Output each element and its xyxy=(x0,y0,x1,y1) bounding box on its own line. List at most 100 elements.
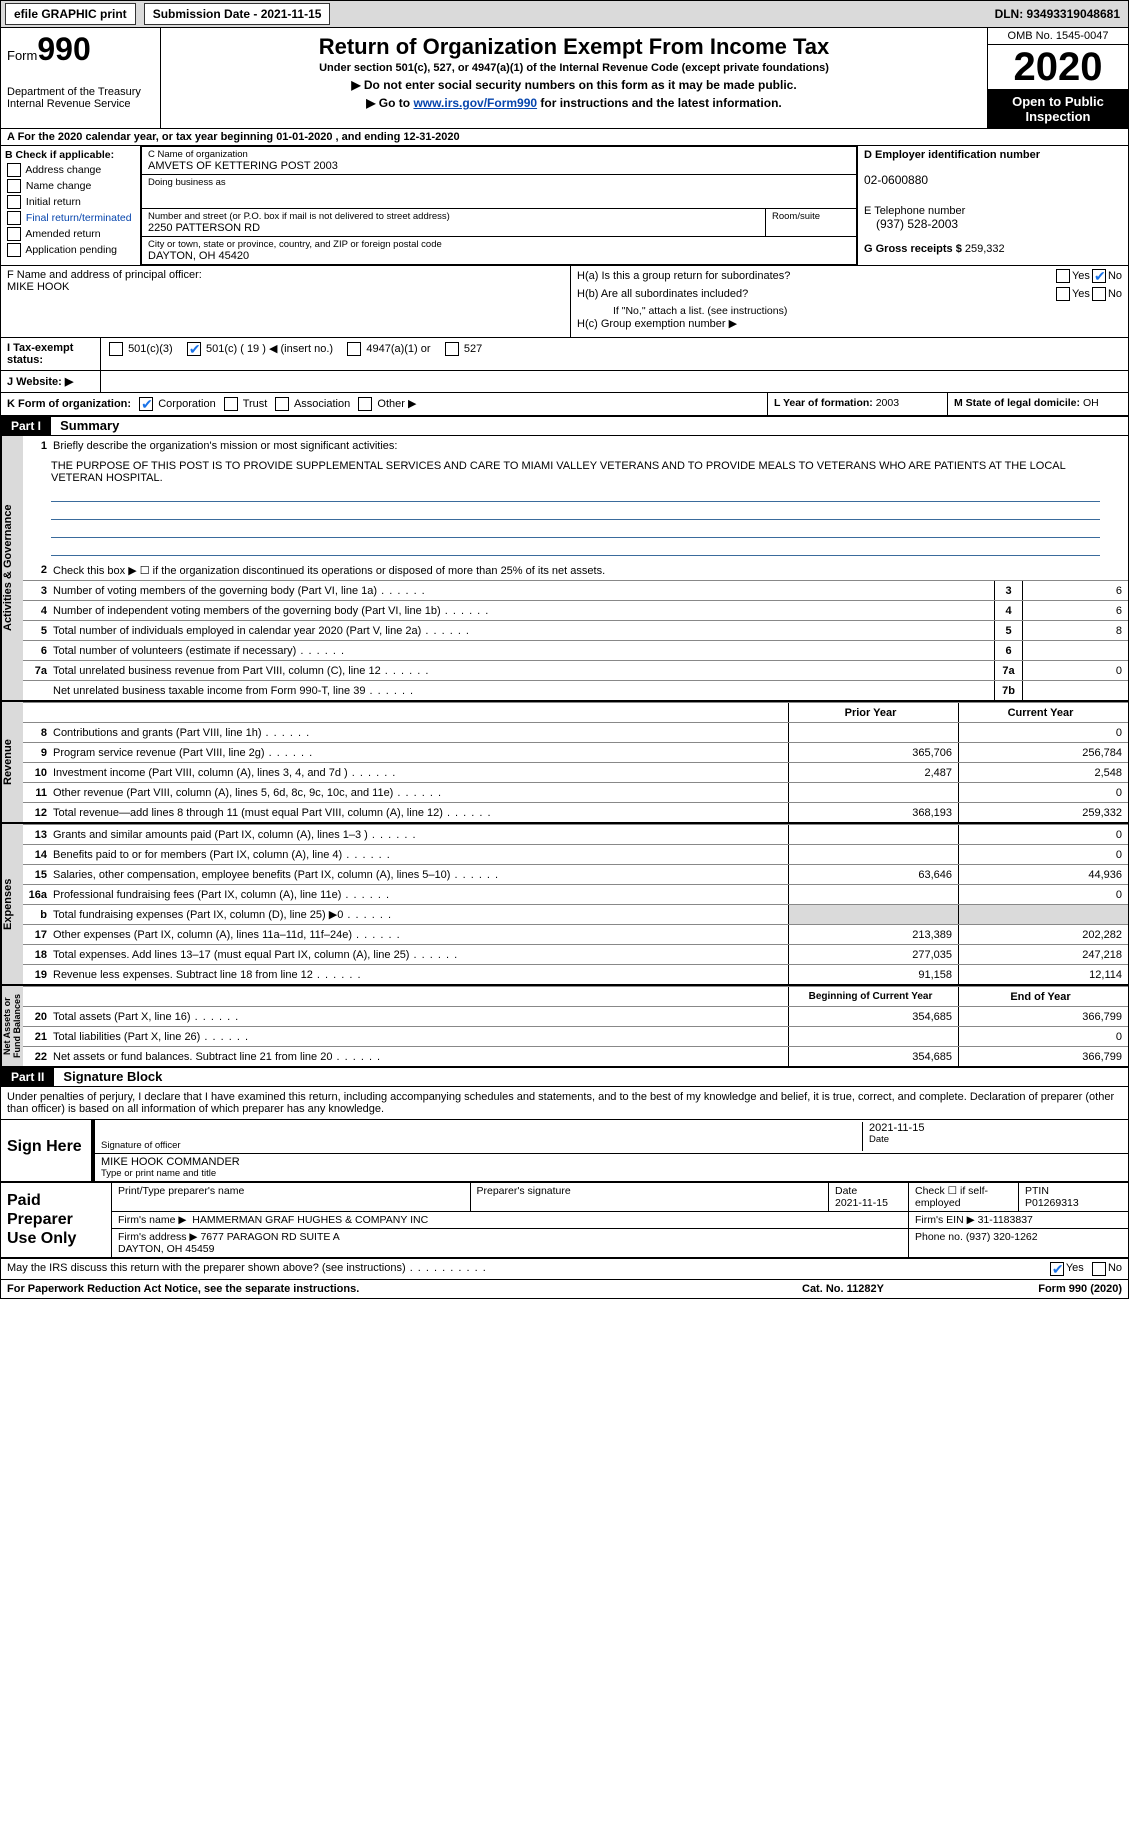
prior-value: 91,158 xyxy=(788,965,958,984)
ssn-warning: ▶ Do not enter social security numbers o… xyxy=(167,78,981,92)
form-title: Return of Organization Exempt From Incom… xyxy=(167,34,981,60)
no-label: No xyxy=(1108,288,1122,300)
i-527-checkbox[interactable] xyxy=(445,342,459,356)
j-label: J Website: ▶ xyxy=(1,371,101,392)
summary-line: 15 Salaries, other compensation, employe… xyxy=(23,864,1128,884)
b-opt-label: Initial return xyxy=(26,196,81,208)
current-value xyxy=(958,905,1128,924)
pr-sig-label: Preparer's signature xyxy=(477,1185,571,1197)
l-label: L Year of formation: xyxy=(774,397,873,409)
phone-label: Phone no. xyxy=(915,1231,963,1243)
line-desc: Program service revenue (Part VIII, line… xyxy=(51,745,788,761)
yes-label: Yes xyxy=(1066,1262,1084,1276)
discuss-no-checkbox[interactable] xyxy=(1092,1262,1106,1276)
page-footer: For Paperwork Reduction Act Notice, see … xyxy=(1,1280,1128,1298)
firm-ein-label: Firm's EIN ▶ xyxy=(915,1214,975,1226)
b-opt-name[interactable]: Name change xyxy=(5,179,136,193)
line-box-num: 6 xyxy=(994,641,1022,660)
section-k: K Form of organization: Corporation Trus… xyxy=(1,393,768,415)
prior-value: 277,035 xyxy=(788,945,958,964)
summary-line: 19 Revenue less expenses. Subtract line … xyxy=(23,964,1128,984)
summary-line: 6 Total number of volunteers (estimate i… xyxy=(23,640,1128,660)
spacer xyxy=(51,995,788,999)
ha-yes-checkbox[interactable] xyxy=(1056,269,1070,283)
sig-date-value: 2021-11-15 xyxy=(869,1122,1122,1134)
current-value: 2,548 xyxy=(958,763,1128,782)
ptin-value: P01269313 xyxy=(1025,1197,1079,1209)
line-num: 12 xyxy=(23,807,51,819)
col-d-e-g: D Employer identification number02-06008… xyxy=(858,146,1128,265)
k-opt: Corporation xyxy=(158,398,215,410)
k-label: K Form of organization: xyxy=(7,398,131,410)
c-city-value: DAYTON, OH 45420 xyxy=(148,250,850,262)
preparer-body: Print/Type preparer's name Preparer's si… xyxy=(111,1183,1128,1257)
b-opt-initial[interactable]: Initial return xyxy=(5,195,136,209)
line-box-num: 7b xyxy=(994,681,1022,700)
c-name-label: C Name of organization xyxy=(148,149,850,160)
d-label: D Employer identification number xyxy=(864,149,1040,161)
c-city-label: City or town, state or province, country… xyxy=(148,239,850,250)
current-value: 259,332 xyxy=(958,803,1128,822)
irs-link[interactable]: www.irs.gov/Form990 xyxy=(413,96,537,110)
line-desc: Number of independent voting members of … xyxy=(51,603,994,619)
discuss-yes-checkbox[interactable] xyxy=(1050,1262,1064,1276)
b-opt-amended[interactable]: Amended return xyxy=(5,227,136,241)
sig-row-2: MIKE HOOK COMMANDERType or print name an… xyxy=(91,1154,1128,1181)
part1-activities-block: Activities & Governance 1Briefly describ… xyxy=(1,436,1128,702)
k-other-checkbox[interactable] xyxy=(358,397,372,411)
hb-no-checkbox[interactable] xyxy=(1092,287,1106,301)
footer-left: For Paperwork Reduction Act Notice, see … xyxy=(7,1283,802,1295)
mission-text: THE PURPOSE OF THIS POST IS TO PROVIDE S… xyxy=(51,460,1100,484)
line-num: 15 xyxy=(23,869,51,881)
line-desc: Other expenses (Part IX, column (A), lin… xyxy=(51,927,788,943)
prior-value xyxy=(788,825,958,844)
summary-line: 20 Total assets (Part X, line 16) 354,68… xyxy=(23,1006,1128,1026)
i-4947-checkbox[interactable] xyxy=(347,342,361,356)
perjury-declaration: Under penalties of perjury, I declare th… xyxy=(1,1087,1128,1120)
prior-value: 365,706 xyxy=(788,743,958,762)
summary-line: 3 Number of voting members of the govern… xyxy=(23,580,1128,600)
c-dba-label: Doing business as xyxy=(148,177,850,188)
i-501c-checkbox[interactable] xyxy=(187,342,201,356)
i-501c3-checkbox[interactable] xyxy=(109,342,123,356)
line-desc: Total revenue—add lines 8 through 11 (mu… xyxy=(51,805,788,821)
ptin-label: PTIN xyxy=(1025,1185,1049,1197)
g-label: G Gross receipts $ xyxy=(864,243,962,255)
b-opt-pending[interactable]: Application pending xyxy=(5,243,136,257)
side-label-netassets: Net Assets or Fund Balances xyxy=(1,986,23,1066)
part1-revenue-block: Revenue Prior Year Current Year 8 Contri… xyxy=(1,702,1128,824)
header-right: OMB No. 1545-0047 2020 Open to Public In… xyxy=(988,28,1128,128)
b-opt-address[interactable]: Address change xyxy=(5,163,136,177)
k-trust-checkbox[interactable] xyxy=(224,397,238,411)
eoy-hdr: End of Year xyxy=(958,987,1128,1006)
part2-badge: Part II xyxy=(1,1068,54,1086)
firm-name-label: Firm's name ▶ xyxy=(118,1214,186,1226)
ha-no-checkbox[interactable] xyxy=(1092,269,1106,283)
i-opt: 501(c)(3) xyxy=(128,343,173,355)
line-num: 5 xyxy=(23,625,51,637)
line-box-num: 5 xyxy=(994,621,1022,640)
line-box-num: 4 xyxy=(994,601,1022,620)
prior-value: 368,193 xyxy=(788,803,958,822)
line-desc: Total unrelated business revenue from Pa… xyxy=(51,663,994,679)
no-label: No xyxy=(1108,1262,1122,1276)
section-klm: K Form of organization: Corporation Trus… xyxy=(1,393,1128,417)
summary-line: 8 Contributions and grants (Part VIII, l… xyxy=(23,722,1128,742)
summary-line: 18 Total expenses. Add lines 13–17 (must… xyxy=(23,944,1128,964)
line-num: 14 xyxy=(23,849,51,861)
line-num: 22 xyxy=(23,1051,51,1063)
line-num: 17 xyxy=(23,929,51,941)
form-header: Form990 Department of the Treasury Inter… xyxy=(1,28,1128,129)
line-num: 3 xyxy=(23,585,51,597)
c-room-label: Room/suite xyxy=(772,211,850,222)
k-assoc-checkbox[interactable] xyxy=(275,397,289,411)
k-corp-checkbox[interactable] xyxy=(139,397,153,411)
part1-expenses-block: Expenses 13 Grants and similar amounts p… xyxy=(1,824,1128,986)
current-value: 366,799 xyxy=(958,1047,1128,1066)
line-num: 19 xyxy=(23,969,51,981)
section-c-to-g: C Name of organization AMVETS OF KETTERI… xyxy=(141,146,1128,265)
part1-netassets-block: Net Assets or Fund Balances Beginning of… xyxy=(1,986,1128,1068)
hb-yes-checkbox[interactable] xyxy=(1056,287,1070,301)
b-opt-final[interactable]: Final return/terminated xyxy=(5,211,136,225)
efile-print-button[interactable]: efile GRAPHIC print xyxy=(5,3,136,25)
